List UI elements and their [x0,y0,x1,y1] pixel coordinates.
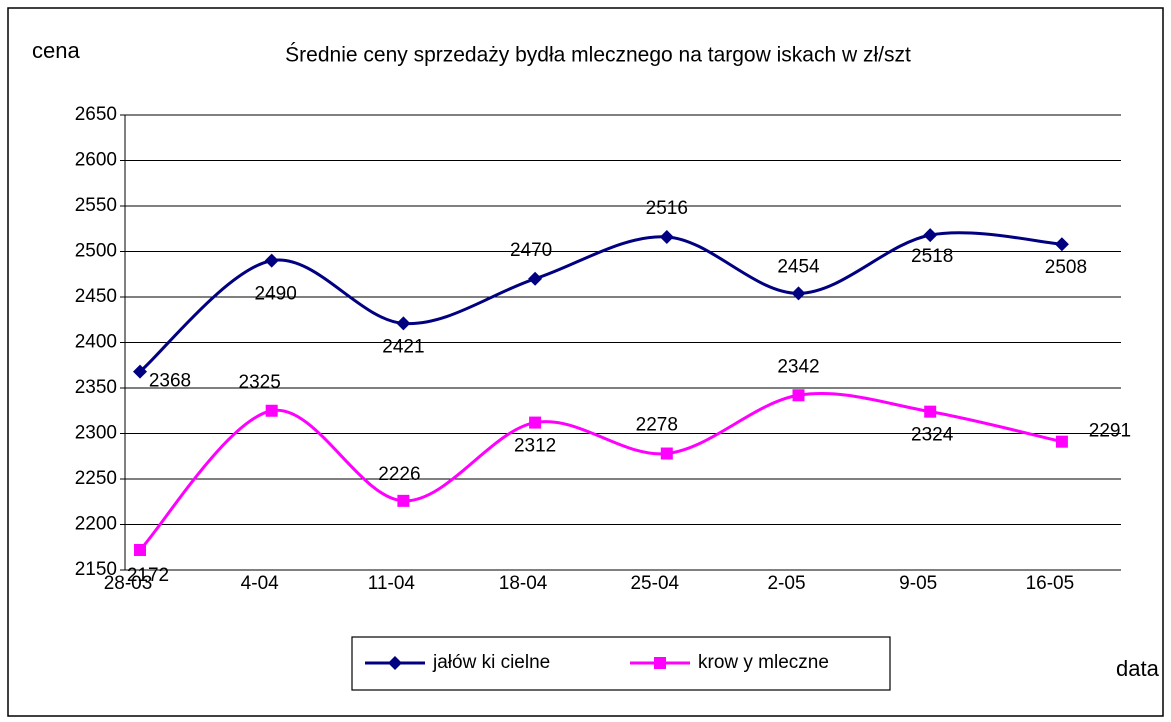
y-tick-label: 2650 [75,104,117,125]
data-label: 2278 [636,415,678,436]
data-point [133,364,147,379]
x-tick-label: 11-04 [368,573,416,594]
data-label: 2516 [646,198,688,219]
y-tick-label: 2450 [75,286,117,307]
legend-label: jałów ki cielne [432,652,550,673]
data-label: 2291 [1089,421,1131,442]
data-point [529,416,542,429]
data-point [396,316,411,331]
x-tick-label: 18-04 [499,573,548,594]
legend-marker [654,657,666,669]
y-tick-label: 2200 [75,514,117,535]
y-tick-label: 2550 [75,195,117,216]
data-point [924,405,937,418]
y-tick-label: 2500 [75,241,117,262]
y-tick-label: 2300 [75,423,117,444]
x-tick-label: 4-04 [241,573,279,594]
data-point [264,253,279,268]
x-tick-label: 9-05 [899,573,937,594]
y-tick-label: 2600 [75,150,117,171]
y-axis-label: cena [32,38,80,63]
data-point [660,447,673,460]
x-tick-label: 16-05 [1026,573,1075,594]
legend [351,636,891,691]
legend-label: krow y mleczne [698,652,829,673]
data-label: 2454 [777,256,820,277]
y-tick-label: 2400 [75,332,117,353]
data-label: 2226 [378,464,420,485]
data-point [397,494,410,507]
data-label: 2508 [1045,257,1087,278]
data-label: 2368 [149,371,191,392]
data-label: 2172 [127,565,169,586]
data-label: 2518 [911,246,953,267]
y-tick-label: 2350 [75,377,117,398]
data-label: 2324 [911,425,954,446]
data-point [1055,435,1068,448]
data-label: 2421 [382,336,424,357]
data-point [134,543,146,556]
chart-title: Średnie ceny sprzedaży bydła mlecznego n… [285,43,911,67]
x-tick-label: 2-05 [767,573,805,594]
y-tick-label: 2150 [75,559,117,580]
data-point [265,404,278,417]
data-point [923,228,938,243]
y-tick-label: 2250 [75,468,117,489]
legend-marker [388,656,402,670]
data-point [792,389,805,402]
chart-border [7,7,1164,717]
data-label: 2342 [777,356,819,377]
data-point [659,229,674,244]
data-point [528,271,543,286]
x-tick-label: 28-03 [104,573,153,594]
data-label: 2490 [255,284,297,305]
data-label: 2470 [510,240,552,261]
x-tick-label: 25-04 [630,573,679,594]
data-label: 2325 [239,372,281,393]
data-label: 2312 [514,436,556,457]
data-point [1054,237,1069,252]
data-point [791,286,806,301]
x-axis-label: data [1116,656,1160,681]
